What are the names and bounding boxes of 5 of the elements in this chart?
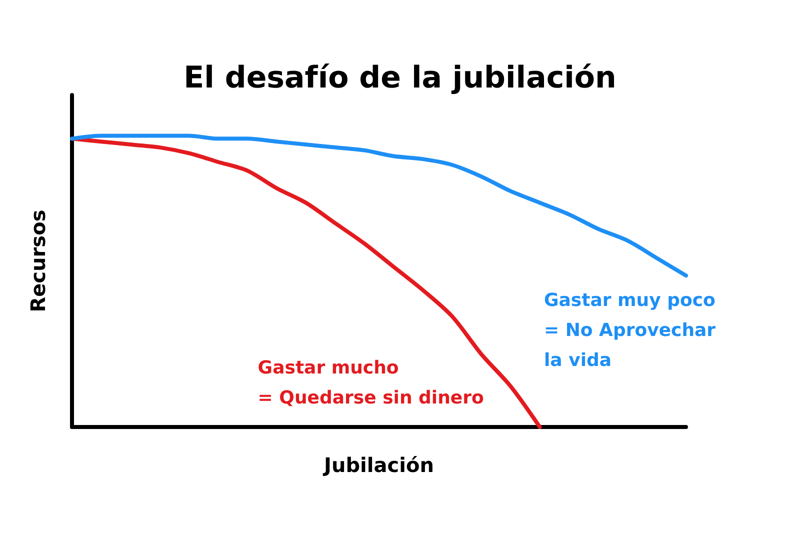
y-axis-title: Recursos [26,210,50,312]
series-label: Gastar mucho = Quedarse sin dinero [258,358,484,408]
chart-title: El desafío de la jubilación [184,60,616,96]
series-label: Gastar muy poco = No Aprovechar la vida [544,290,716,372]
x-axis-title: Jubilación [322,453,434,477]
